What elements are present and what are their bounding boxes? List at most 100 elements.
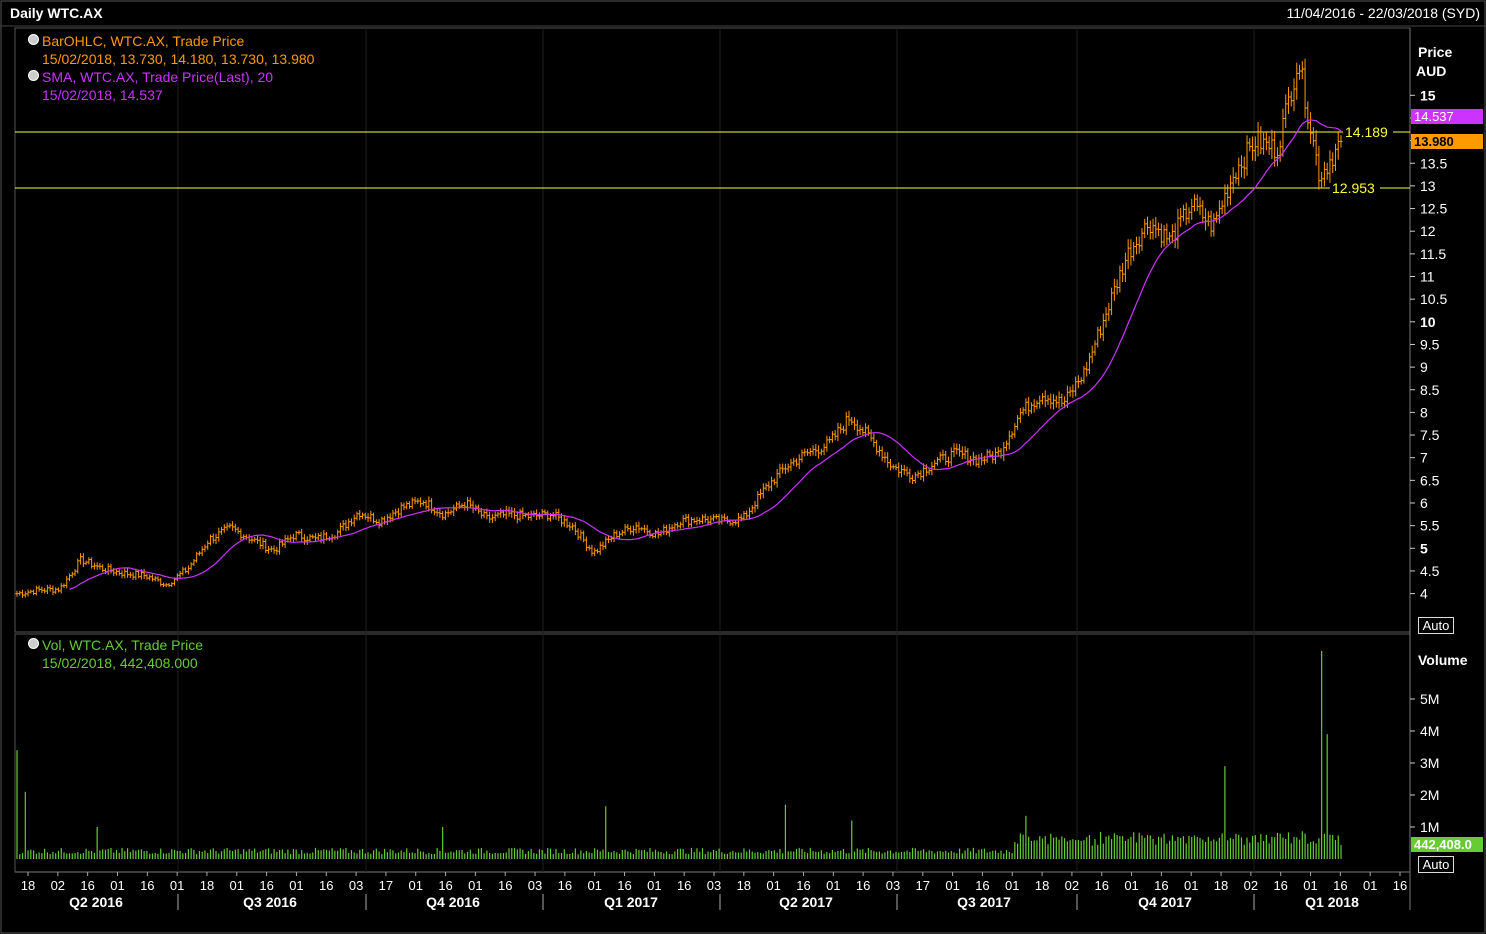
ohlc-bar	[1193, 194, 1196, 212]
ohlc-bar	[731, 520, 735, 527]
x-tick-label: 16	[617, 878, 631, 893]
ohlc-bar	[775, 468, 779, 488]
sma-legend-values: 15/02/2018, 14.537	[42, 87, 163, 103]
last-close-tag: 13.980	[1411, 134, 1483, 149]
ohlc-bar	[537, 512, 541, 520]
chart-title: Daily WTC.AX	[10, 5, 103, 21]
ohlc-bar	[789, 458, 793, 471]
volume-pane-frame	[14, 633, 1411, 873]
ohlc-bar	[1209, 210, 1213, 237]
ohlc-bar	[316, 532, 320, 541]
ohlc-bar	[56, 587, 60, 593]
ohlc-bar	[358, 509, 362, 521]
legend-bullet-icon[interactable]	[28, 69, 39, 81]
ohlc-bar	[551, 511, 555, 520]
ohlc-bar	[289, 534, 293, 543]
ohlc-bar	[1179, 207, 1183, 227]
ohlc-bar	[43, 587, 47, 594]
ohlc-bar	[640, 526, 644, 531]
ohlc-legend-row[interactable]: BarOHLC, WTC.AX, Trade Price	[28, 32, 314, 50]
ohlc-bar	[427, 496, 431, 512]
ohlc-bar	[231, 521, 235, 531]
price-tick-label: 7	[1420, 450, 1428, 466]
ohlc-bar	[620, 530, 624, 537]
ohlc-bar	[678, 521, 682, 529]
ohlc-bar	[159, 577, 163, 587]
ohlc-bar	[81, 553, 85, 568]
ohlc-bar	[148, 574, 152, 581]
ohlc-bar	[1237, 157, 1241, 186]
ohlc-bar	[654, 529, 658, 539]
ohlc-bar	[582, 530, 586, 543]
ohlc-bar	[399, 502, 403, 517]
ohlc-bar	[825, 435, 829, 452]
ohlc-bar	[305, 536, 309, 545]
ohlc-bar	[1270, 129, 1274, 159]
ohlc-bar	[101, 564, 105, 573]
ohlc-bar	[1273, 131, 1277, 167]
vol-legend-row[interactable]: Vol, WTC.AX, Trade Price	[28, 636, 203, 654]
ohlc-bar	[186, 565, 190, 575]
ohlc-bar	[120, 570, 124, 579]
x-tick-label: 16	[140, 878, 154, 893]
ohlc-bar	[137, 569, 141, 579]
legend-bullet-icon[interactable]	[28, 637, 39, 649]
ohlc-bar	[963, 446, 967, 460]
ohlc-bar	[673, 522, 677, 531]
ohlc-bar	[1134, 236, 1138, 255]
ohlc-legend-title: BarOHLC, WTC.AX, Trade Price	[42, 33, 245, 49]
x-tick-label: 01	[289, 878, 303, 893]
ohlc-bar	[51, 585, 55, 596]
ohlc-bar	[1132, 242, 1136, 262]
ohlc-bar	[1040, 393, 1044, 405]
ohlc-bar	[189, 562, 193, 571]
volume-auto-scale-button[interactable]: Auto	[1418, 856, 1454, 873]
ohlc-bar	[714, 513, 718, 520]
x-tick-label: 01	[1124, 878, 1138, 893]
ohlc-bar	[911, 474, 915, 485]
x-tick-label: 01	[170, 878, 184, 893]
ohlc-bar	[996, 446, 1000, 457]
ohlc-bar	[294, 530, 298, 541]
ohlc-bar	[645, 524, 649, 536]
ohlc-bar	[587, 545, 591, 551]
ohlc-bar	[1123, 252, 1127, 282]
ohlc-bar	[607, 535, 611, 544]
ohlc-bar	[424, 499, 428, 510]
ohlc-bar	[239, 528, 243, 541]
ohlc-bar	[48, 584, 52, 592]
ohlc-bar	[1289, 91, 1293, 107]
ohlc-bar	[579, 529, 583, 541]
ohlc-bar	[1032, 399, 1036, 413]
price-tick-label: 15	[1420, 87, 1436, 103]
ohlc-bar	[1005, 440, 1009, 451]
ohlc-bar	[314, 533, 318, 542]
ohlc-bar	[18, 590, 22, 596]
ohlc-bar	[888, 459, 892, 471]
ohlc-bar	[1264, 131, 1268, 151]
date-range: 11/04/2016 - 22/03/2018 (SYD)	[1286, 5, 1480, 21]
ohlc-bar	[1325, 162, 1329, 180]
x-tick-label: 16	[677, 878, 691, 893]
ohlc-bar	[291, 533, 295, 543]
horizontal-line-label-upper: 14.189	[1345, 124, 1388, 140]
ohlc-bar	[922, 463, 926, 482]
ohlc-bar	[1303, 58, 1307, 119]
ohlc-bar	[131, 572, 135, 580]
ohlc-bar	[612, 529, 616, 543]
ohlc-bar	[59, 583, 63, 594]
ohlc-bar	[54, 587, 58, 594]
ohlc-bar	[443, 510, 447, 521]
ohlc-bar	[546, 510, 550, 522]
sma-legend-row[interactable]: SMA, WTC.AX, Trade Price(Last), 20	[28, 68, 314, 86]
x-tick-label: 16	[558, 878, 572, 893]
price-tick-label: 11	[1420, 269, 1435, 285]
price-auto-scale-button[interactable]: Auto	[1418, 617, 1454, 634]
ohlc-bar	[1137, 236, 1141, 254]
legend-bullet-icon[interactable]	[28, 33, 39, 45]
ohlc-bar	[1300, 61, 1304, 80]
ohlc-bar	[70, 571, 74, 578]
quarter-label: Q2 2016	[69, 894, 123, 910]
ohlc-bar	[396, 508, 400, 518]
